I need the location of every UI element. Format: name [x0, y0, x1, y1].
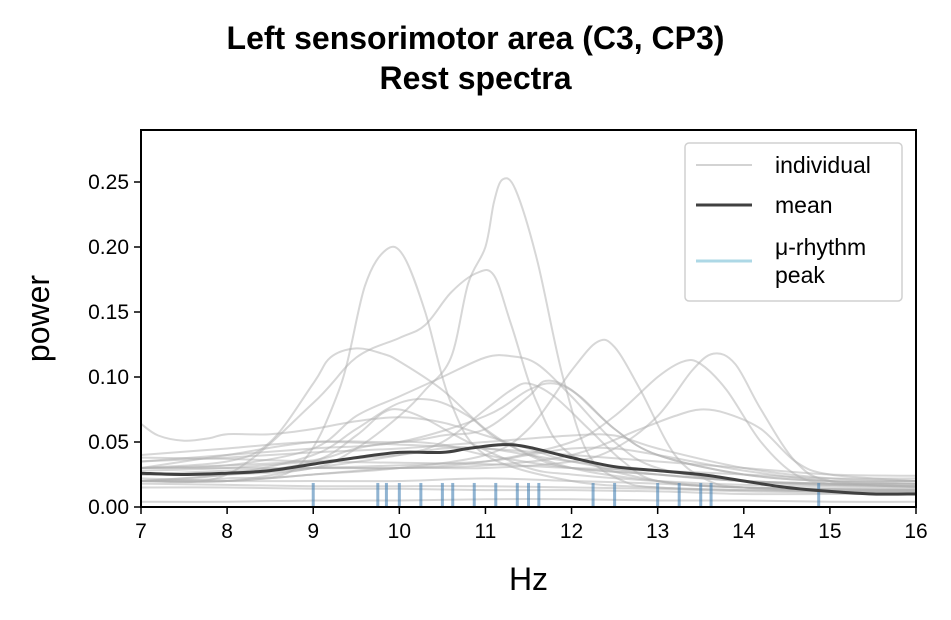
x-tick-label: 10 [388, 520, 411, 543]
x-tick-label: 7 [135, 520, 147, 543]
legend-label-3: μ-rhythm peak [775, 234, 866, 288]
y-tick-label: 0.15 [88, 301, 129, 324]
y-tick-label: 0.05 [88, 431, 129, 454]
chart-title-line-2: Rest spectra [379, 60, 572, 96]
legend-label-2: mean [775, 192, 833, 218]
mean-line [141, 443, 916, 496]
individual-spectra [141, 177, 916, 503]
y-axis-ticks: 0.00 0.05 0.10 0.15 0.20 0.25 [88, 171, 141, 519]
individual-line-5 [141, 268, 916, 492]
y-tick-label: 0.20 [88, 236, 129, 259]
mu-rhythm-peak-markers [311, 482, 821, 507]
x-tick-label: 11 [475, 520, 497, 543]
chart-title: Left sensorimotor area (C3, CP3) Rest sp… [0, 18, 951, 98]
chart-title-line-1: Left sensorimotor area (C3, CP3) [226, 20, 725, 56]
y-tick-label: 0.00 [88, 496, 129, 519]
x-tick-label: 14 [732, 520, 756, 543]
x-axis-label: Hz [509, 561, 548, 597]
individual-line-9 [141, 352, 916, 489]
x-tick-label: 13 [646, 520, 669, 543]
x-tick-label: 9 [307, 520, 319, 543]
x-tick-label: 15 [818, 520, 841, 543]
mean-spectrum [141, 443, 916, 496]
individual-line-17 [141, 433, 916, 482]
individual-line-23 [141, 456, 916, 480]
individual-line-19 [141, 477, 916, 492]
individual-line-16 [141, 440, 916, 477]
x-tick-label: 8 [221, 520, 233, 543]
x-tick-label: 12 [560, 520, 583, 543]
legend: individual mean μ-rhythm peak [684, 142, 903, 302]
y-tick-label: 0.10 [88, 366, 129, 389]
x-axis-ticks: 7 8 9 10 11 12 13 14 15 16 [135, 507, 928, 543]
individual-line-24 [141, 440, 916, 485]
plot-frame [140, 129, 917, 508]
y-tick-label: 0.25 [88, 171, 129, 194]
x-tick-label: 16 [904, 520, 927, 543]
y-axis-label: power [20, 275, 56, 363]
legend-label-1: individual [775, 152, 871, 178]
